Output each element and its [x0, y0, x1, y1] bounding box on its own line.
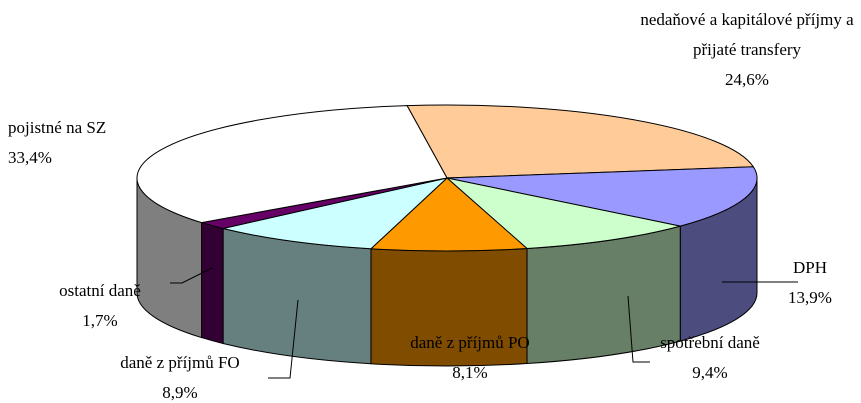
category-label: daně z příjmů FO	[120, 353, 240, 372]
value-label: 9,4%	[692, 363, 728, 382]
slice-label: DPH 13,9%	[760, 253, 860, 313]
pie-slice-side	[201, 221, 224, 345]
pie-slice	[406, 104, 755, 179]
leader-line	[268, 299, 299, 379]
value-label: 33,4%	[8, 148, 52, 167]
value-label: 24,6%	[725, 70, 769, 89]
pie-slice	[222, 177, 449, 250]
value-label: 8,1%	[452, 363, 488, 382]
value-label: 8,9%	[162, 383, 198, 402]
pie-slice-side	[222, 227, 372, 365]
pie-slice	[136, 105, 448, 224]
slice-label: nedaňové a kapitálové příjmy a přijaté t…	[632, 5, 861, 95]
slice-label: daně z příjmů FO 8,9%	[90, 348, 270, 403]
pie-slice	[446, 166, 758, 227]
pie-layer	[136, 104, 758, 252]
category-label: spotřební daně	[660, 333, 760, 352]
pie-slice	[369, 177, 529, 252]
leader-line	[170, 267, 213, 284]
slice-label: daně z příjmů PO 8,1%	[380, 328, 560, 388]
slice-label: spotřební daně 9,4%	[640, 328, 780, 388]
value-label: 1,7%	[82, 311, 118, 330]
category-label: DPH	[792, 258, 827, 277]
slice-label: ostatní daně 1,7%	[20, 276, 180, 336]
category-label: pojistné na SZ	[8, 118, 107, 137]
category-label: ostatní daně	[59, 281, 141, 300]
pie-slice	[445, 177, 681, 250]
pie-layer	[136, 177, 758, 367]
slice-label: pojistné na SZ 33,4%	[8, 113, 148, 173]
value-label: 13,9%	[788, 288, 832, 307]
category-label: nedaňové a kapitálové příjmy a přijaté t…	[640, 10, 854, 59]
leader-line	[627, 295, 650, 363]
category-label: daně z příjmů PO	[410, 333, 530, 352]
